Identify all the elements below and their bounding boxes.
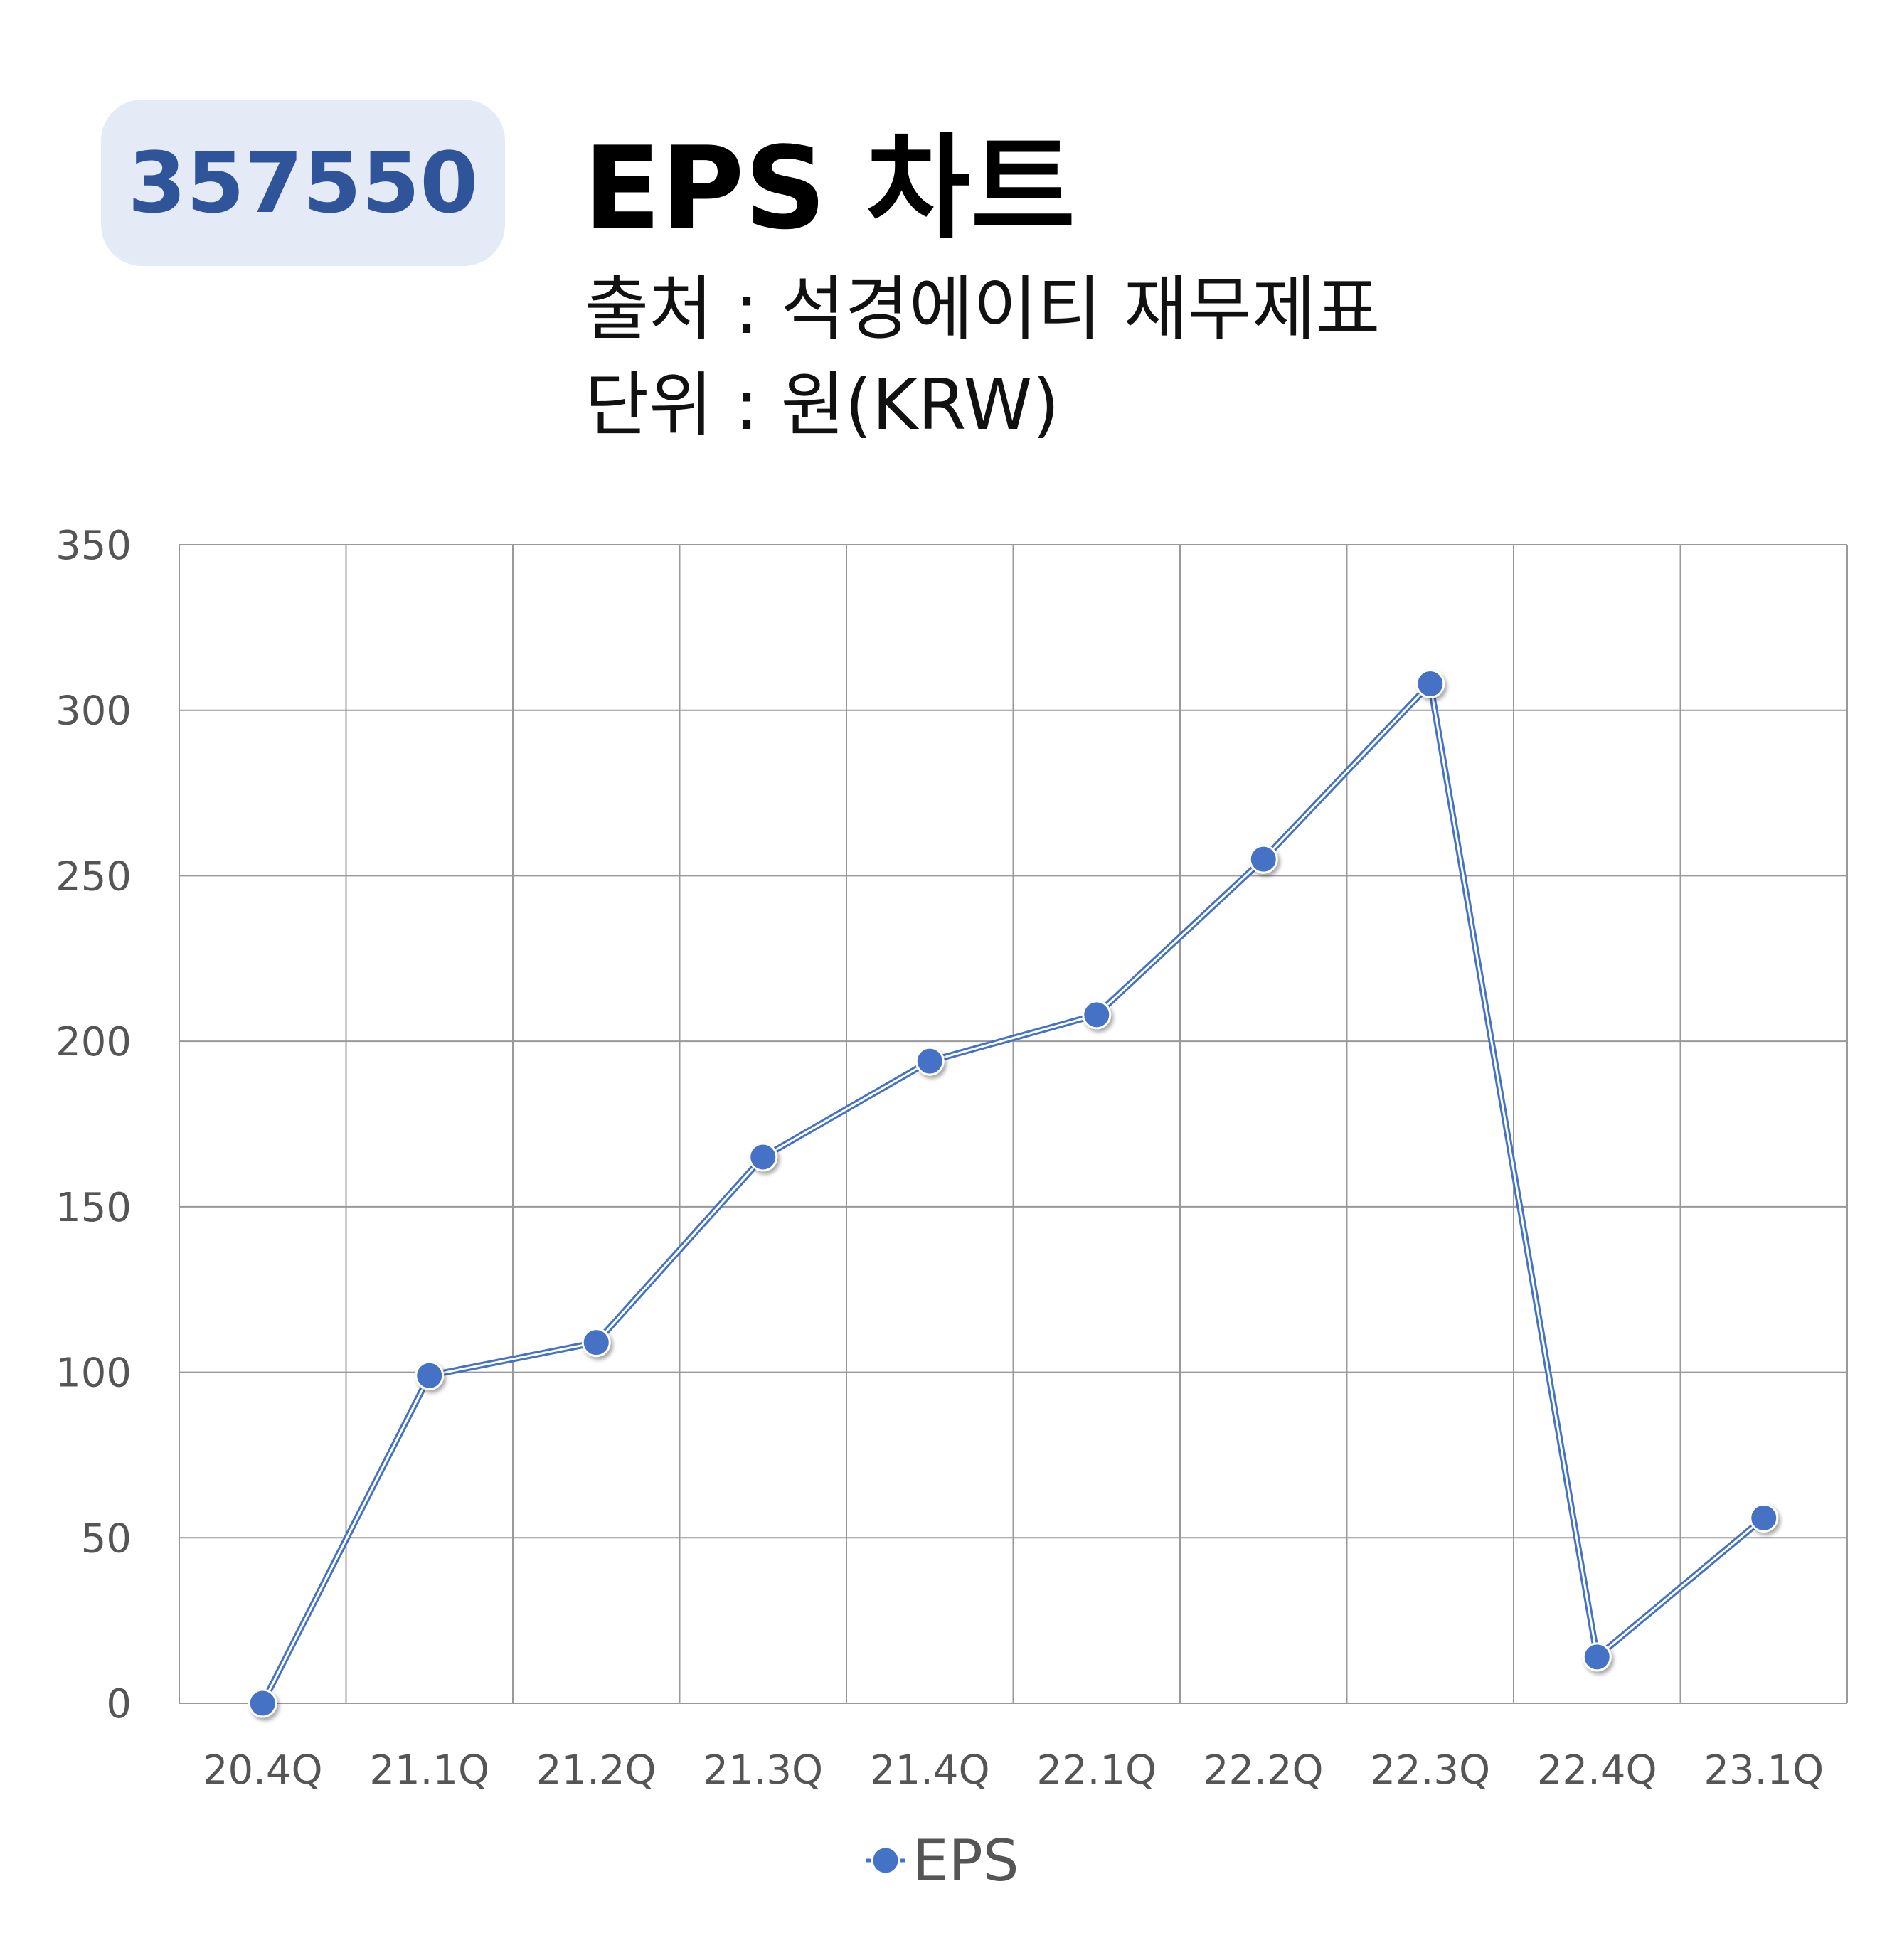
y-tick-label: 0 xyxy=(106,1681,132,1727)
y-tick-label: 100 xyxy=(55,1351,132,1397)
legend-marker xyxy=(871,1846,900,1875)
data-point xyxy=(1415,669,1445,698)
legend-label: EPS xyxy=(913,1828,1019,1894)
x-tick-label: 22.3Q xyxy=(1370,1747,1490,1794)
data-point xyxy=(1248,844,1278,874)
x-tick-label: 21.3Q xyxy=(703,1747,823,1794)
series-line-inner xyxy=(261,683,1765,1704)
x-tick-label: 22.1Q xyxy=(1036,1747,1157,1794)
stock-code-badge: 357550 xyxy=(101,100,505,266)
data-point xyxy=(248,1688,277,1718)
y-tick-label: 350 xyxy=(55,523,132,569)
data-point xyxy=(581,1328,611,1358)
data-point xyxy=(1749,1503,1779,1533)
data-point xyxy=(415,1360,445,1390)
x-axis-ticks: 20.4Q 21.1Q 21.2Q 21.3Q 21.4Q 22.1Q 22.2Q 22.3Q… xyxy=(203,1747,1824,1794)
chart-title: EPS 차트 xyxy=(583,122,1075,255)
x-tick-label: 21.1Q xyxy=(369,1747,489,1794)
data-point xyxy=(915,1046,945,1076)
x-tick-label: 22.4Q xyxy=(1537,1747,1657,1794)
data-point xyxy=(1582,1642,1612,1672)
x-tick-label: 20.4Q xyxy=(203,1747,323,1794)
x-tick-label: 21.2Q xyxy=(536,1747,657,1794)
y-tick-label: 150 xyxy=(55,1185,132,1231)
chart-source: 출처 : 석경에이티 재무제표 xyxy=(585,269,1381,350)
y-tick-label: 250 xyxy=(55,853,132,900)
chart-legend: EPS xyxy=(866,1828,1019,1894)
y-tick-label: 200 xyxy=(55,1019,132,1065)
y-tick-label: 50 xyxy=(81,1516,132,1562)
x-tick-label: 22.2Q xyxy=(1203,1747,1324,1794)
y-tick-label: 300 xyxy=(55,688,132,735)
chart-grid xyxy=(179,544,1848,1704)
eps-series xyxy=(248,669,1779,1718)
data-point xyxy=(1082,1000,1112,1030)
y-axis-ticks: 0 50 100 150 200 250 300 350 xyxy=(55,523,132,1727)
data-point xyxy=(748,1142,778,1172)
chart-unit: 단위 : 원(KRW) xyxy=(585,365,1060,446)
x-tick-label: 23.1Q xyxy=(1704,1747,1824,1794)
x-tick-label: 21.4Q xyxy=(870,1747,990,1794)
